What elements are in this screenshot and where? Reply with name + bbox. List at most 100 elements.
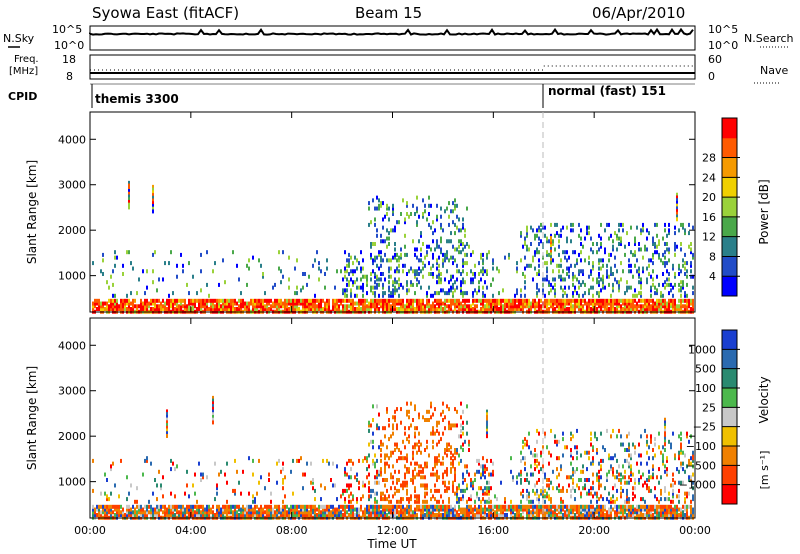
data-cell — [584, 483, 586, 488]
data-cell — [512, 475, 514, 480]
data-cell — [422, 507, 424, 512]
data-cell — [664, 431, 666, 436]
data-cell — [558, 439, 560, 444]
data-cell — [278, 458, 280, 463]
data-cell — [300, 507, 302, 512]
data-cell — [656, 301, 658, 306]
data-cell — [266, 298, 268, 303]
data-cell — [276, 301, 278, 306]
data-cell — [616, 475, 618, 480]
data-cell — [224, 504, 226, 509]
data-cell — [452, 201, 454, 206]
data-cell — [362, 298, 364, 303]
data-cell — [532, 304, 534, 309]
data-cell — [458, 244, 460, 249]
data-cell — [598, 510, 600, 515]
data-cell — [628, 507, 630, 512]
data-cell — [284, 510, 286, 515]
data-cell — [408, 288, 410, 293]
data-cell — [492, 261, 494, 266]
data-cell — [488, 488, 490, 493]
data-cell — [378, 510, 380, 515]
data-cell — [196, 507, 198, 512]
data-cell — [590, 507, 592, 512]
data-cell — [440, 504, 442, 509]
data-cell — [298, 307, 300, 311]
data-cell — [446, 206, 448, 211]
data-cell — [506, 507, 508, 512]
data-cell — [634, 236, 636, 241]
data-cell — [466, 242, 468, 246]
data-cell — [410, 307, 412, 311]
data-cell — [380, 458, 382, 463]
data-cell — [558, 269, 560, 274]
data-cell — [132, 298, 134, 303]
data-cell — [618, 478, 620, 482]
data-cell — [280, 304, 282, 309]
data-cell — [426, 409, 428, 414]
data-cell — [220, 510, 222, 515]
data-cell — [690, 499, 692, 504]
data-cell — [380, 250, 382, 255]
data-cell — [236, 510, 238, 515]
data-cell — [532, 513, 534, 517]
data-cell — [414, 445, 416, 450]
data-cell — [436, 242, 438, 246]
data-cell — [522, 507, 524, 512]
data-cell — [390, 258, 392, 263]
data-cell — [314, 507, 316, 512]
data-cell — [378, 412, 380, 417]
data-cell — [598, 475, 600, 480]
data-cell — [458, 304, 460, 309]
data-cell — [546, 513, 548, 517]
data-cell — [502, 304, 504, 309]
data-cell — [504, 513, 506, 517]
data-cell — [242, 510, 244, 515]
data-cell — [580, 298, 582, 303]
data-cell — [198, 307, 200, 311]
data-cell — [420, 252, 422, 257]
data-cell — [470, 483, 472, 488]
data-cell — [568, 513, 570, 517]
data-cell — [482, 472, 484, 477]
data-cell — [214, 298, 216, 303]
data-cell — [382, 491, 384, 496]
data-cell — [188, 261, 190, 266]
data-cell — [520, 293, 522, 298]
data-cell — [678, 282, 680, 287]
data-cell — [356, 293, 358, 298]
data-cell — [362, 288, 364, 293]
data-cell — [140, 513, 142, 517]
data-cell — [220, 469, 222, 474]
data-cell — [120, 513, 122, 517]
data-cell — [254, 298, 256, 303]
data-cell — [536, 301, 538, 306]
data-cell — [580, 453, 582, 458]
velocity-heatmap — [92, 395, 694, 520]
data-cell — [544, 304, 546, 309]
data-cell — [646, 478, 648, 482]
data-cell — [328, 301, 330, 306]
data-cell — [230, 504, 232, 509]
data-cell — [238, 480, 240, 485]
data-cell — [684, 298, 686, 303]
data-cell — [576, 450, 578, 455]
data-cell — [320, 510, 322, 515]
data-cell — [312, 486, 314, 491]
data-cell — [598, 469, 600, 474]
data-cell — [468, 504, 470, 509]
data-cell — [198, 510, 200, 515]
data-cell — [346, 288, 348, 293]
data-cell — [390, 510, 392, 515]
data-cell — [350, 475, 352, 480]
data-cell — [358, 486, 360, 491]
data-cell — [484, 510, 486, 515]
data-cell — [370, 494, 372, 499]
data-cell — [536, 250, 538, 255]
data-cell — [400, 282, 402, 287]
data-cell — [120, 307, 122, 311]
data-cell — [578, 280, 580, 285]
data-cell — [140, 504, 142, 509]
data-cell — [140, 510, 142, 515]
data-cell — [414, 426, 416, 431]
